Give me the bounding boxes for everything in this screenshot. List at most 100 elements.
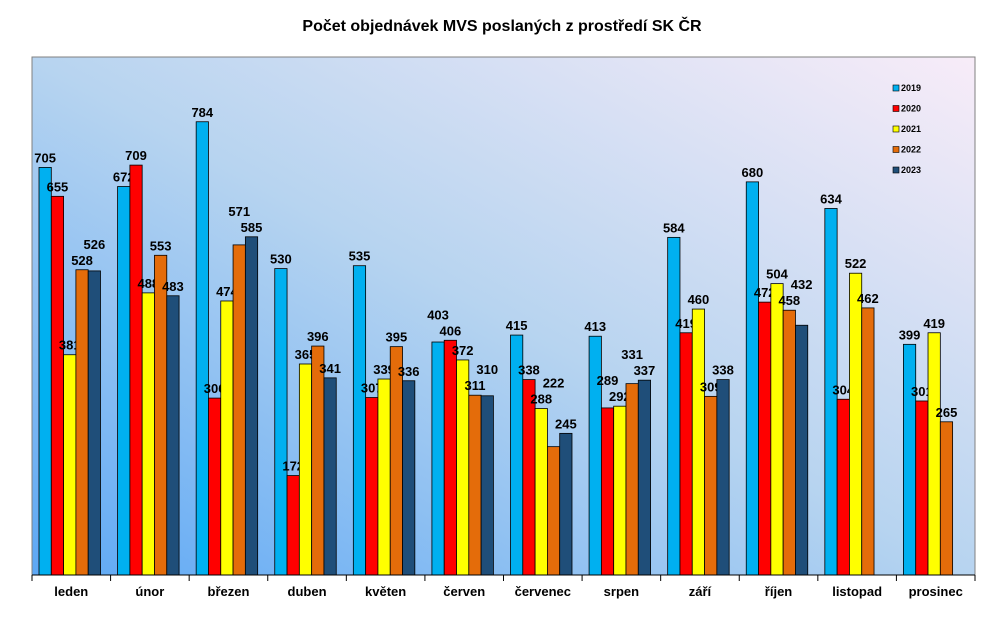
data-label-2019: 584 — [663, 220, 685, 235]
bar-2020 — [365, 397, 379, 576]
bar-2019 — [903, 343, 917, 576]
bar-2020 — [758, 301, 772, 576]
bar-2022 — [704, 395, 718, 576]
data-label-2020: 301 — [911, 384, 933, 399]
data-label-2019: 399 — [899, 327, 921, 342]
bar-2023 — [323, 377, 337, 576]
data-label-2022: 396 — [307, 329, 329, 344]
bar-2022 — [389, 346, 403, 576]
legend-swatch-2021 — [892, 125, 900, 133]
data-label-2022: 311 — [464, 378, 485, 393]
data-label-2022: 265 — [936, 405, 958, 420]
bar-2020 — [50, 195, 64, 576]
bar-2022 — [861, 307, 875, 576]
data-label-2023: 245 — [555, 416, 577, 431]
legend-label: 2022 — [901, 145, 921, 155]
chart-title: Počet objednávek MVS poslaných z prostře… — [302, 18, 702, 35]
data-label-2021: 288 — [530, 392, 552, 407]
data-label-2019: 415 — [506, 318, 528, 333]
data-label-2020: 172 — [282, 459, 304, 474]
data-label-2022: 462 — [857, 291, 879, 306]
bar-2021 — [770, 283, 784, 576]
data-label-2023: 338 — [712, 363, 734, 378]
data-label-2021: 522 — [845, 256, 867, 271]
bar-2019 — [352, 265, 367, 576]
bar-2022 — [154, 254, 168, 576]
data-label-2020: 419 — [675, 316, 697, 331]
bar-2021 — [613, 405, 627, 576]
bar-2020 — [836, 398, 850, 576]
data-label-2020: 472 — [754, 285, 776, 300]
bar-2020 — [129, 164, 143, 576]
bar-2022 — [232, 244, 246, 576]
bar-2022 — [782, 309, 796, 576]
data-label-2021: 419 — [923, 316, 945, 331]
data-label-2023: 310 — [476, 362, 498, 377]
bar-2019 — [431, 341, 445, 576]
data-label-2023: 337 — [634, 363, 656, 378]
bar-2023 — [480, 395, 494, 576]
data-label-2022: 222 — [543, 376, 565, 391]
data-label-2019: 672 — [113, 170, 135, 185]
bar-2019 — [588, 335, 602, 576]
data-label-2023: 585 — [241, 220, 263, 235]
bar-2019 — [117, 186, 131, 576]
legend-label: 2020 — [901, 104, 921, 114]
data-label-2021: 365 — [295, 347, 317, 362]
x-tick-label: duben — [288, 584, 327, 599]
data-label-2021: 488 — [137, 276, 159, 291]
x-tick-label: březen — [208, 584, 250, 599]
x-tick-label: srpen — [604, 584, 639, 599]
bar-2021 — [141, 292, 155, 576]
legend-swatch-2023 — [892, 166, 900, 174]
data-label-2022: 458 — [778, 293, 800, 308]
bar-2020 — [208, 397, 222, 576]
bar-2022 — [311, 345, 325, 576]
data-label-2021: 339 — [373, 362, 395, 377]
bar-2020 — [915, 400, 929, 576]
bar-2021 — [220, 300, 234, 576]
x-tick-label: listopad — [832, 584, 882, 599]
bar-2021 — [691, 308, 705, 576]
data-label-2020: 655 — [47, 179, 69, 194]
x-tick-label: říjen — [765, 584, 793, 599]
data-label-2022: 309 — [700, 379, 722, 394]
bar-2019 — [745, 181, 759, 576]
data-label-2019: 784 — [191, 105, 213, 120]
bar-2023 — [244, 236, 259, 576]
bar-2022 — [75, 269, 89, 576]
bar-2023 — [716, 379, 730, 576]
bar-2019 — [38, 167, 52, 576]
bar-2023 — [402, 380, 416, 576]
data-label-2021: 372 — [452, 343, 474, 358]
data-label-2023: 483 — [162, 279, 184, 294]
bar-2022 — [547, 446, 561, 576]
x-tick-label: leden — [54, 584, 88, 599]
data-label-2022: 553 — [150, 238, 172, 253]
bar-2021 — [849, 272, 863, 576]
data-label-2022: 528 — [71, 253, 93, 268]
bar-2021 — [377, 378, 391, 576]
bar-2020 — [679, 332, 693, 576]
data-label-2020: 289 — [597, 373, 619, 388]
data-label-2021: 292 — [609, 389, 631, 404]
data-label-2022: 571 — [228, 204, 250, 219]
bar-2023 — [87, 270, 101, 576]
data-label-2019: 413 — [584, 319, 606, 334]
data-label-2020: 307 — [361, 381, 383, 396]
data-label-2019: 403 — [427, 307, 449, 322]
data-label-2021: 460 — [688, 292, 710, 307]
x-tick-label: červenec — [515, 584, 571, 599]
bar-2020 — [443, 339, 457, 576]
data-label-2019: 705 — [34, 150, 56, 165]
legend-swatch-2022 — [892, 146, 900, 153]
bar-2022 — [939, 421, 954, 576]
x-tick-label: září — [689, 584, 712, 599]
bar-2021 — [63, 354, 77, 576]
bar-2019 — [274, 268, 288, 576]
data-label-2019: 680 — [742, 165, 764, 180]
data-label-2023: 432 — [791, 277, 813, 292]
data-label-2020: 306 — [204, 381, 226, 396]
data-label-2023: 336 — [398, 364, 420, 379]
data-label-2020: 709 — [125, 148, 147, 163]
